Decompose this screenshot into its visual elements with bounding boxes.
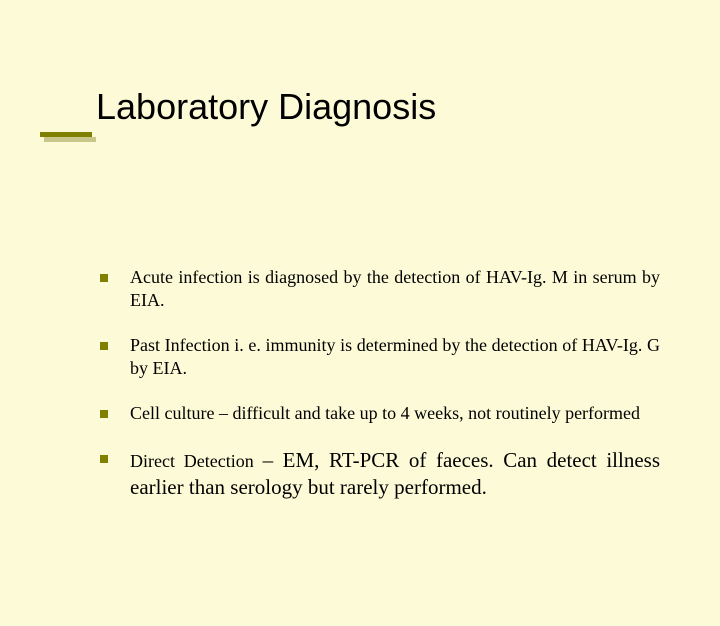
list-item-text: Past Infection i. e. immunity is determi… — [130, 334, 660, 380]
list-item-text: Cell culture – difficult and take up to … — [130, 402, 660, 425]
title-underline — [40, 132, 92, 137]
square-bullet-icon — [100, 410, 108, 418]
list-item-prefix: Direct Detection — [130, 451, 263, 471]
list-item: Cell culture – difficult and take up to … — [100, 402, 660, 425]
list-item: Direct Detection – EM, RT-PCR of faeces.… — [100, 447, 660, 501]
title-underline-shadow — [44, 137, 96, 142]
slide-title: Laboratory Diagnosis — [96, 86, 720, 127]
square-bullet-icon — [100, 455, 108, 463]
square-bullet-icon — [100, 274, 108, 282]
square-bullet-icon — [100, 342, 108, 350]
list-item: Past Infection i. e. immunity is determi… — [100, 334, 660, 380]
list-item: Acute infection is diagnosed by the dete… — [100, 266, 660, 312]
list-item-text: Direct Detection – EM, RT-PCR of faeces.… — [130, 447, 660, 501]
title-block: Laboratory Diagnosis — [96, 86, 720, 127]
content-area: Acute infection is diagnosed by the dete… — [100, 266, 660, 523]
slide: Laboratory Diagnosis Acute infection is … — [0, 86, 720, 626]
list-item-text: Acute infection is diagnosed by the dete… — [130, 266, 660, 312]
